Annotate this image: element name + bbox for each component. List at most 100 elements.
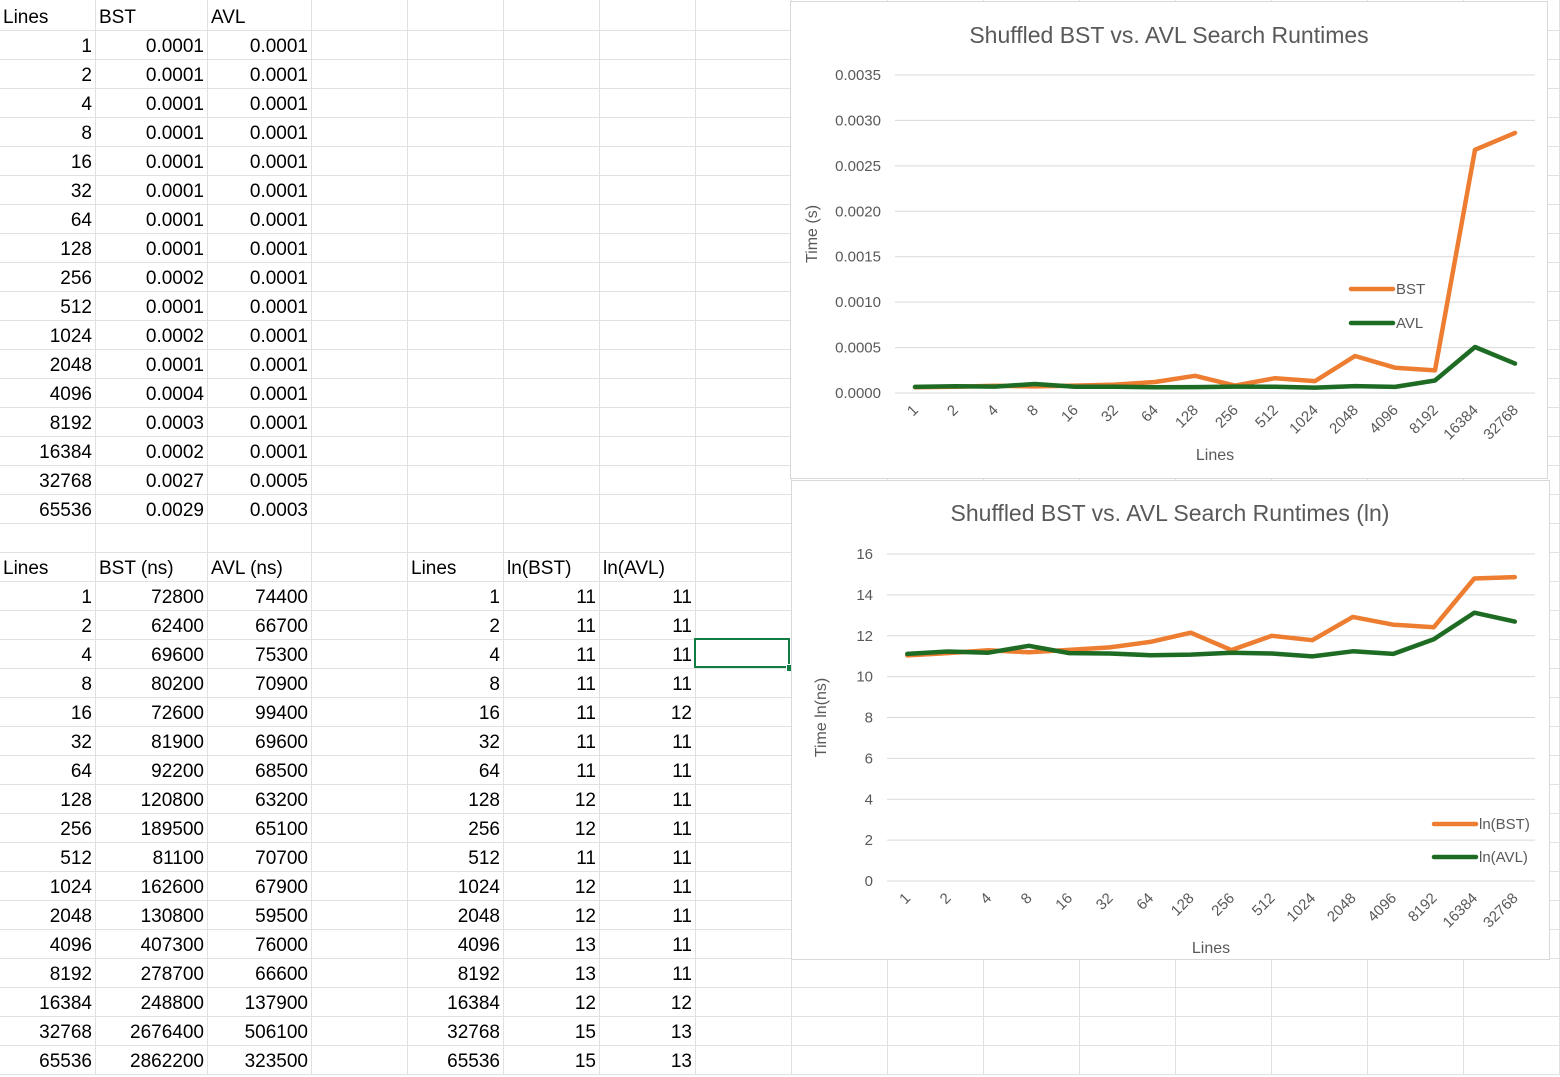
sheet-cell[interactable]: 0.0003 [96,408,208,437]
sheet-cell[interactable]: 80200 [96,669,208,698]
sheet-cell[interactable]: 137900 [208,988,312,1017]
sheet-cell[interactable]: 70900 [208,669,312,698]
sheet-cell[interactable]: 92200 [96,756,208,785]
sheet-cell[interactable]: 0.0001 [96,31,208,60]
sheet-cell[interactable]: 162600 [96,872,208,901]
sheet-cell[interactable]: 11 [600,814,696,843]
sheet-cell[interactable]: 2 [408,611,504,640]
sheet-cell[interactable]: 130800 [96,901,208,930]
sheet-cell[interactable]: ln(BST) [504,553,600,582]
sheet-cell[interactable]: 74400 [208,582,312,611]
sheet-cell[interactable]: ln(AVL) [600,553,696,582]
sheet-cell[interactable]: 0.0001 [96,89,208,118]
sheet-cell[interactable]: 16 [0,698,96,727]
sheet-cell[interactable]: 11 [600,843,696,872]
sheet-cell[interactable]: 32 [0,176,96,205]
sheet-cell[interactable]: 70700 [208,843,312,872]
sheet-cell[interactable]: 2048 [0,901,96,930]
sheet-cell[interactable]: 69600 [208,727,312,756]
sheet-cell[interactable]: 256 [408,814,504,843]
sheet-cell[interactable]: AVL (ns) [208,553,312,582]
sheet-cell[interactable]: Lines [0,553,96,582]
sheet-cell[interactable]: 12 [504,814,600,843]
sheet-cell[interactable]: 0.0001 [208,379,312,408]
sheet-cell[interactable]: 99400 [208,698,312,727]
sheet-cell[interactable]: 128 [0,785,96,814]
selected-cell[interactable] [694,638,790,668]
sheet-cell[interactable]: AVL [208,2,312,31]
sheet-cell[interactable]: 4 [0,89,96,118]
sheet-cell[interactable]: 506100 [208,1017,312,1046]
sheet-cell[interactable]: 11 [504,727,600,756]
sheet-cell[interactable]: 11 [600,785,696,814]
sheet-cell[interactable]: 12 [600,698,696,727]
sheet-cell[interactable]: 72600 [96,698,208,727]
sheet-cell[interactable]: 11 [504,756,600,785]
sheet-cell[interactable]: 2048 [0,350,96,379]
sheet-cell[interactable]: 64 [0,205,96,234]
sheet-cell[interactable]: 0.0001 [208,350,312,379]
sheet-cell[interactable]: 12 [504,785,600,814]
sheet-cell[interactable]: 128 [408,785,504,814]
sheet-cell[interactable]: 0.0001 [208,147,312,176]
sheet-cell[interactable]: 512 [0,292,96,321]
sheet-cell[interactable]: 407300 [96,930,208,959]
sheet-cell[interactable]: 0.0001 [208,437,312,466]
sheet-cell[interactable]: 2 [0,611,96,640]
sheet-cell[interactable]: 189500 [96,814,208,843]
sheet-cell[interactable]: 2 [0,60,96,89]
sheet-cell[interactable]: 0.0001 [96,60,208,89]
sheet-cell[interactable]: 11 [600,930,696,959]
sheet-cell[interactable]: 12 [504,872,600,901]
sheet-cell[interactable]: 13 [600,1017,696,1046]
sheet-cell[interactable]: 8192 [408,959,504,988]
sheet-cell[interactable]: 64 [408,756,504,785]
sheet-cell[interactable]: 0.0005 [208,466,312,495]
sheet-cell[interactable]: 32768 [408,1017,504,1046]
sheet-cell[interactable]: 0.0001 [208,118,312,147]
sheet-cell[interactable]: 323500 [208,1046,312,1075]
sheet-cell[interactable]: 248800 [96,988,208,1017]
sheet-cell[interactable]: 0.0001 [208,292,312,321]
sheet-cell[interactable]: 67900 [208,872,312,901]
sheet-cell[interactable]: 0.0029 [96,495,208,524]
sheet-cell[interactable]: 11 [600,901,696,930]
sheet-cell[interactable]: 128 [0,234,96,263]
sheet-cell[interactable]: 0.0003 [208,495,312,524]
sheet-cell[interactable]: 0.0001 [96,234,208,263]
chart-runtimes-ln[interactable]: Shuffled BST vs. AVL Search Runtimes (ln… [791,480,1550,960]
sheet-cell[interactable]: 278700 [96,959,208,988]
sheet-cell[interactable]: 1024 [0,321,96,350]
sheet-cell[interactable]: 1 [0,31,96,60]
sheet-cell[interactable]: 0.0002 [96,263,208,292]
sheet-cell[interactable]: 64 [0,756,96,785]
sheet-cell[interactable]: BST (ns) [96,553,208,582]
sheet-cell[interactable]: 8 [0,669,96,698]
sheet-cell[interactable]: 1 [0,582,96,611]
sheet-cell[interactable]: 512 [0,843,96,872]
sheet-cell[interactable]: 59500 [208,901,312,930]
sheet-cell[interactable]: 0.0027 [96,466,208,495]
sheet-cell[interactable]: 81100 [96,843,208,872]
sheet-cell[interactable]: 12 [504,901,600,930]
sheet-cell[interactable]: 8 [408,669,504,698]
sheet-cell[interactable]: 0.0001 [208,176,312,205]
sheet-cell[interactable]: 68500 [208,756,312,785]
sheet-cell[interactable]: 63200 [208,785,312,814]
sheet-cell[interactable]: 13 [504,930,600,959]
sheet-cell[interactable]: 8192 [0,408,96,437]
sheet-cell[interactable]: 4096 [408,930,504,959]
sheet-cell[interactable]: 69600 [96,640,208,669]
sheet-cell[interactable]: 0.0001 [208,31,312,60]
sheet-cell[interactable]: 16384 [408,988,504,1017]
sheet-cell[interactable]: 1024 [0,872,96,901]
sheet-cell[interactable]: 0.0001 [96,350,208,379]
sheet-cell[interactable]: Lines [0,2,96,31]
sheet-cell[interactable]: 11 [504,640,600,669]
sheet-cell[interactable]: 16 [408,698,504,727]
sheet-cell[interactable]: 76000 [208,930,312,959]
sheet-cell[interactable]: 15 [504,1046,600,1075]
sheet-cell[interactable]: 0.0001 [96,176,208,205]
sheet-cell[interactable]: 16 [0,147,96,176]
sheet-cell[interactable]: 11 [504,582,600,611]
